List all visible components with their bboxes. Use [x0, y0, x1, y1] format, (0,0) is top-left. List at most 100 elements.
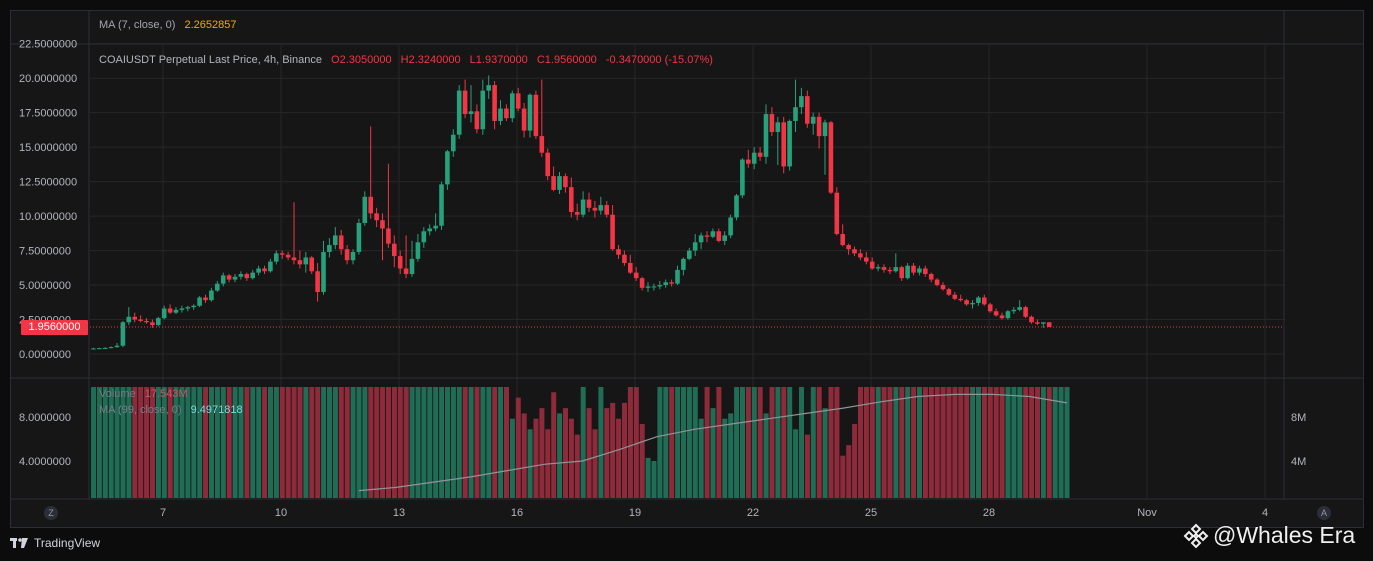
- volume-bar: [268, 387, 273, 498]
- time-tick-label: 7: [160, 507, 166, 519]
- volume-bar: [214, 387, 220, 498]
- candle-body: [114, 345, 120, 348]
- volume-bar: [161, 387, 167, 498]
- candle-body: [262, 268, 267, 272]
- candle-body: [250, 272, 255, 279]
- candle-body: [622, 254, 627, 263]
- time-tick-label: 25: [865, 507, 877, 519]
- volume-bar: [338, 387, 344, 498]
- volume-bar: [350, 387, 356, 498]
- candle-body: [1023, 307, 1028, 317]
- volume-bar: [138, 387, 144, 498]
- candle-body: [521, 108, 527, 131]
- volume-bar: [1035, 387, 1040, 498]
- volume-bar: [999, 387, 1005, 498]
- candle-body: [338, 235, 344, 250]
- candle-body: [309, 257, 314, 272]
- candle-body: [704, 235, 710, 237]
- binance-icon: [1183, 523, 1209, 548]
- candle-body: [433, 225, 438, 229]
- volume-bar: [852, 424, 858, 498]
- candle-body: [108, 347, 114, 349]
- volume-bar: [120, 387, 126, 498]
- volume-bar: [1029, 387, 1035, 498]
- volume-bar: [993, 387, 999, 498]
- volume-bar: [126, 387, 132, 498]
- chart-frame[interactable]: 22.5000000 20.0000000 17.5000000 15.0000000…: [10, 10, 1364, 528]
- candle-body: [639, 278, 645, 288]
- volume-bar: [539, 408, 545, 498]
- volume-bar: [692, 387, 698, 498]
- volume-bar: [238, 387, 244, 498]
- candle-body: [504, 108, 509, 119]
- volume-bar: [940, 387, 946, 498]
- volume-legend[interactable]: Volume 17.543M: [99, 388, 194, 400]
- tradingview-icon: [10, 538, 28, 548]
- candle-body: [1041, 322, 1046, 324]
- candle-body: [527, 94, 533, 131]
- candle-body: [533, 94, 539, 137]
- candle-body: [150, 322, 155, 326]
- volume-bar: [1011, 387, 1017, 498]
- volume-bar: [380, 387, 386, 498]
- candle-body: [681, 258, 686, 270]
- volume-bar: [745, 387, 751, 498]
- volume-bar: [203, 387, 209, 498]
- volume-bar: [155, 387, 161, 498]
- candle-body: [1029, 316, 1034, 323]
- candle-body: [669, 282, 674, 284]
- volume-bar: [775, 387, 781, 498]
- candle-body: [657, 285, 663, 287]
- volume-bar: [592, 429, 598, 498]
- volume-bar: [675, 387, 681, 498]
- volume-bar: [698, 418, 704, 498]
- volume-bar: [132, 387, 138, 498]
- ma99-legend[interactable]: MA (99, close, 0) 9.4971818: [99, 404, 249, 416]
- price-chart[interactable]: 22.5000000 20.0000000 17.5000000 15.0000000…: [11, 11, 1363, 527]
- price-tick-label: 7.5000000: [19, 246, 71, 258]
- candle-body: [374, 213, 379, 221]
- candle-body: [987, 304, 993, 312]
- volume-bar: [279, 387, 285, 498]
- auto-scale-button[interactable]: A: [1317, 506, 1331, 520]
- ma99-value: 9.4971818: [190, 404, 243, 416]
- price-tick-label: 12.5000000: [19, 177, 77, 189]
- volume-bar: [480, 387, 486, 498]
- volume-bar: [568, 418, 574, 498]
- volume-bar: [209, 387, 214, 498]
- candle-body: [999, 315, 1005, 319]
- candle-body: [663, 282, 668, 286]
- candle-body: [274, 253, 279, 262]
- symbol-legend[interactable]: COAIUSDT Perpetual Last Price, 4h, Binan…: [99, 54, 719, 66]
- candle-body: [132, 316, 137, 320]
- price-tick-label: 15.0000000: [19, 142, 77, 154]
- volume-bar: [622, 402, 627, 498]
- volume-bar: [704, 387, 710, 498]
- volume-bar: [922, 387, 928, 498]
- volume-right-tick-label: 8M: [1291, 412, 1306, 424]
- volume-bar: [686, 387, 692, 498]
- ma7-legend[interactable]: MA (7, close, 0) 2.2652857: [99, 19, 242, 31]
- candle-body: [692, 242, 698, 251]
- watermark: @Whales Era: [1183, 522, 1355, 549]
- reset-zoom-button[interactable]: Z: [44, 506, 58, 520]
- candle-body: [427, 228, 432, 232]
- candle-body: [875, 267, 881, 269]
- candle-body: [209, 290, 214, 301]
- candle-body: [439, 184, 444, 226]
- volume-bar: [397, 387, 403, 498]
- volume-tick-label: 8.0000000: [19, 412, 71, 424]
- volume-bar: [822, 408, 828, 498]
- volume-bar: [580, 387, 586, 498]
- candle-body: [279, 253, 285, 255]
- candle-body: [982, 297, 987, 305]
- price-tick-label: 22.5000000: [19, 39, 77, 51]
- volume-bar: [462, 387, 468, 498]
- volume-bar: [509, 418, 515, 498]
- volume-bar: [863, 387, 869, 498]
- tradingview-logo[interactable]: TradingView: [10, 536, 100, 550]
- volume-bar: [917, 387, 922, 498]
- time-tick-label: 10: [275, 507, 287, 519]
- candle-body: [451, 134, 456, 152]
- volume-bar: [799, 387, 804, 498]
